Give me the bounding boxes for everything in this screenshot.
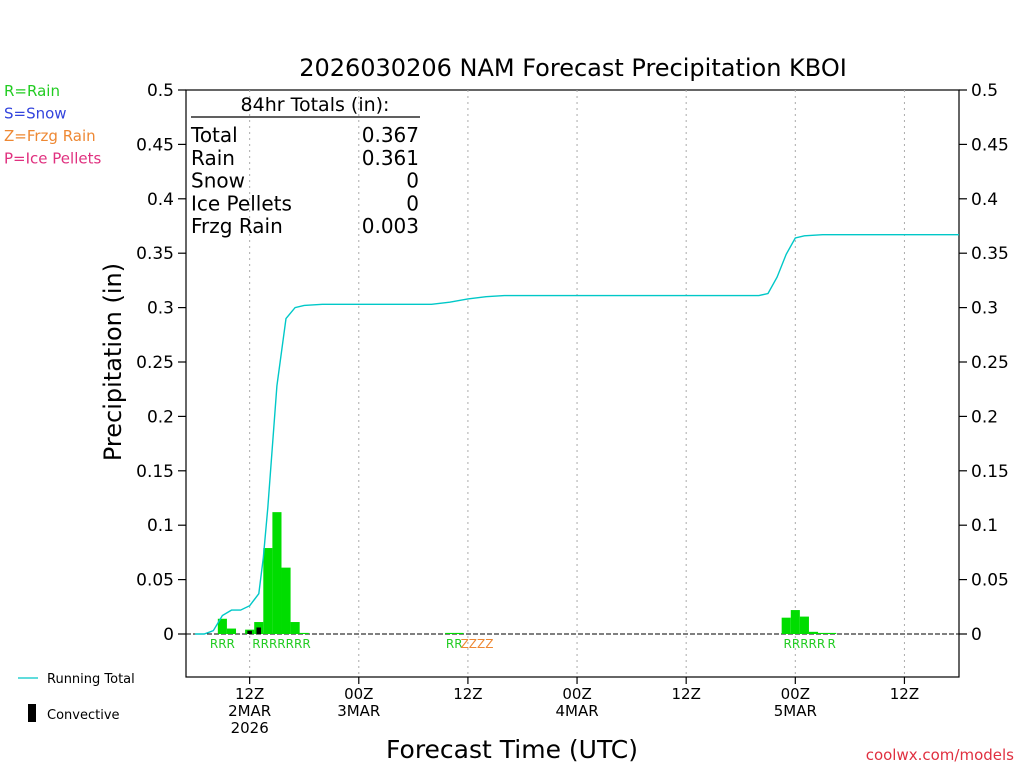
convective-bar	[247, 630, 252, 634]
convective-legend-label: Convective	[47, 708, 120, 723]
convective-legend-swatch	[28, 704, 36, 722]
precip-type-label: R	[828, 637, 836, 651]
totals-box: 84hr Totals (in): Total 0.367 Rain 0.361 Sno…	[190, 94, 420, 238]
precip-bar	[263, 548, 273, 634]
y-tick-label-right: 0	[971, 625, 982, 645]
precip-bar	[299, 632, 309, 634]
x-tick-label: 12Z	[890, 685, 919, 703]
precip-bar	[272, 512, 282, 634]
precip-type-label: RRRRRRR	[252, 637, 310, 651]
y-axis-ticks: 0 00.05 0.050.1 0.10.15 0.150.2 0.20.25 0.250.…	[136, 81, 1009, 645]
y-tick-label-left: 0.2	[147, 407, 174, 427]
y-tick-label-right: 0.5	[971, 81, 998, 101]
running-total-line	[195, 233, 959, 635]
site-credit: coolwx.com/models	[866, 746, 1014, 764]
totals-row-value: 0	[406, 169, 419, 193]
precip-bar	[445, 632, 455, 634]
totals-row-label: Rain	[191, 146, 235, 170]
totals-row-label: Ice Pellets	[191, 191, 292, 215]
totals-row-label: Frzg Rain	[191, 214, 283, 238]
type-legend-entry: Z=Frzg Rain	[4, 127, 96, 145]
precip-bar	[808, 631, 819, 634]
y-tick-label-right: 0.35	[971, 244, 1009, 264]
y-tick-label-left: 0.5	[147, 81, 174, 101]
y-tick-label-right: 0.45	[971, 135, 1009, 155]
x-axis-label: Forecast Time (UTC)	[386, 735, 638, 764]
convective-bar	[256, 627, 262, 634]
precip-bar	[226, 628, 237, 634]
totals-rows: Total 0.367 Rain 0.361 Snow 0 Ice Pellets 0 Frzg…	[190, 123, 419, 238]
x-tick-label: 3MAR	[337, 702, 380, 720]
precip-bars	[217, 512, 837, 634]
y-axis-label: Precipitation (in)	[99, 263, 127, 461]
x-tick-label: 2MAR	[228, 702, 271, 720]
vertical-gridlines	[249, 90, 905, 677]
y-tick-label-right: 0.4	[971, 190, 998, 210]
convective-bars	[247, 627, 262, 634]
y-tick-label-left: 0.35	[136, 244, 174, 264]
precip-type-label: RRR	[210, 637, 235, 651]
totals-row-value: 0	[406, 191, 419, 215]
precip-type-label: ZZZZ	[461, 637, 494, 651]
precip-bar	[790, 610, 800, 634]
chart-title: 2026030206 NAM Forecast Precipitation KB…	[299, 54, 847, 82]
precip-type-label: RRRRR	[784, 637, 826, 651]
precip-bar	[281, 567, 291, 634]
x-tick-label: 5MAR	[774, 702, 817, 720]
x-tick-label: 12Z	[453, 685, 482, 703]
type-legend-entry: P=Ice Pellets	[4, 150, 101, 168]
y-tick-label-right: 0.1	[971, 516, 998, 536]
precip-bar	[454, 632, 464, 634]
precip-bar	[799, 616, 809, 634]
x-tick-label: 4MAR	[555, 702, 598, 720]
type-legend-entry: S=Snow	[4, 105, 67, 123]
y-tick-label-right: 0.05	[971, 571, 1009, 591]
series-legend: Running Total Convective	[18, 672, 135, 723]
precip-type-legend: R=Rain S=Snow Z=Frzg Rain P=Ice Pellets	[4, 82, 101, 168]
y-tick-label-right: 0.2	[971, 407, 998, 427]
y-tick-label-left: 0	[163, 625, 174, 645]
y-tick-label-left: 0.4	[147, 190, 174, 210]
x-tick-label: 12Z	[235, 685, 264, 703]
y-tick-label-left: 0.1	[147, 516, 174, 536]
x-tick-label: 00Z	[562, 685, 591, 703]
precip-bar	[290, 622, 300, 634]
x-tick-label: 00Z	[781, 685, 810, 703]
y-tick-label-left: 0.15	[136, 462, 174, 482]
plot-frame	[185, 89, 960, 678]
x-tick-label: 12Z	[671, 685, 700, 703]
y-tick-label-left: 0.45	[136, 135, 174, 155]
y-tick-label-right: 0.15	[971, 462, 1009, 482]
totals-row-label: Snow	[191, 169, 245, 193]
precip-type-label: RR	[446, 637, 463, 651]
x-tick-label: 2026	[231, 719, 269, 737]
y-tick-label-left: 0.25	[136, 353, 174, 373]
precip-bar	[818, 632, 828, 634]
totals-heading: 84hr Totals (in):	[241, 94, 390, 116]
totals-row-value: 0.367	[362, 123, 419, 147]
y-tick-label-right: 0.3	[971, 299, 998, 319]
precip-bar	[827, 632, 837, 634]
type-legend-entry: R=Rain	[4, 82, 60, 100]
x-tick-label: 00Z	[344, 685, 373, 703]
y-tick-label-right: 0.25	[971, 353, 1009, 373]
totals-row-value: 0.361	[362, 146, 419, 170]
y-tick-label-left: 0.05	[136, 571, 174, 591]
y-tick-label-left: 0.3	[147, 299, 174, 319]
precip-bar	[217, 618, 227, 634]
totals-row-label: Total	[190, 123, 238, 147]
running-total-polyline	[195, 233, 959, 635]
precip-bar	[781, 617, 791, 634]
totals-row-value: 0.003	[362, 214, 419, 238]
running-total-legend-label: Running Total	[47, 672, 135, 687]
